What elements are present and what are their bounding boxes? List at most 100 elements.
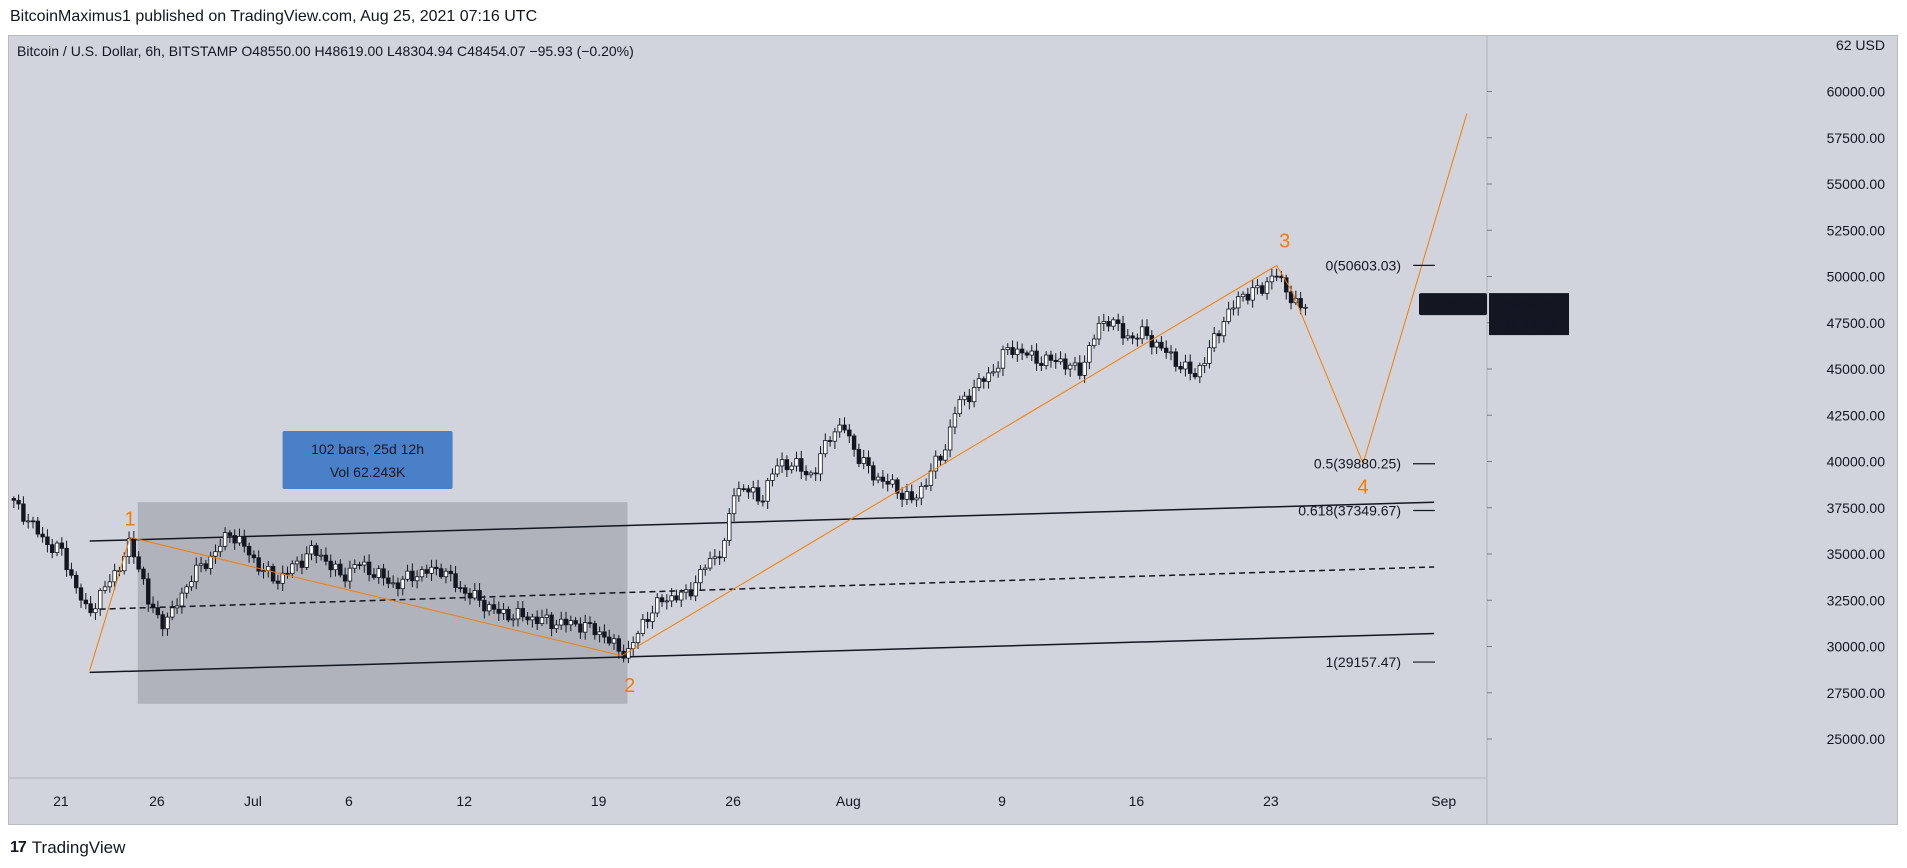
legend-part: 48550.00 bbox=[252, 43, 314, 59]
candle-body bbox=[1111, 319, 1116, 327]
candle-body bbox=[285, 572, 290, 575]
legend-part: L bbox=[387, 43, 395, 59]
price-tick-label: 40000.00 bbox=[1827, 454, 1886, 470]
time-tick-label: 23 bbox=[1263, 793, 1279, 809]
time-tick-label: 9 bbox=[998, 793, 1006, 809]
candle-body bbox=[813, 472, 818, 475]
candle-body bbox=[976, 378, 982, 388]
candle-body bbox=[496, 608, 501, 614]
candle-body bbox=[1019, 348, 1025, 354]
candle-body bbox=[847, 429, 852, 437]
candle-body bbox=[991, 371, 996, 374]
time-tick-label: Sep bbox=[1431, 793, 1456, 809]
candle-body bbox=[59, 542, 65, 549]
candle-body bbox=[376, 568, 381, 578]
candle-body bbox=[198, 563, 204, 566]
price-tick-label: 35000.00 bbox=[1827, 546, 1886, 562]
candle-body bbox=[294, 560, 300, 565]
footer-brand[interactable]: 17 TradingView bbox=[10, 838, 125, 858]
time-tick-label: 26 bbox=[725, 793, 741, 809]
candle-body bbox=[515, 608, 521, 620]
candle-body bbox=[765, 480, 770, 502]
candle-body bbox=[827, 440, 833, 442]
candle-body bbox=[1173, 351, 1179, 367]
candle-body bbox=[462, 587, 468, 594]
time-tick-label: 6 bbox=[345, 793, 353, 809]
candle-body bbox=[309, 545, 314, 555]
candle-body bbox=[160, 614, 165, 630]
candle-body bbox=[1144, 326, 1150, 336]
symbol-tag bbox=[1419, 293, 1487, 316]
time-tick-label: Jul bbox=[244, 793, 262, 809]
candle-body bbox=[784, 459, 790, 471]
candle-body bbox=[530, 616, 535, 621]
candle-body bbox=[856, 448, 862, 464]
candle-body bbox=[909, 491, 914, 501]
legend-part: Bitcoin / U.S. Dollar, 6h, BITSTAMP bbox=[17, 43, 241, 59]
candle-body bbox=[405, 570, 410, 580]
elliott-wave-line bbox=[89, 113, 1468, 671]
candle-body bbox=[1139, 326, 1145, 340]
candle-body bbox=[472, 590, 477, 599]
candle-body bbox=[179, 592, 185, 607]
candle-body bbox=[290, 563, 295, 575]
candle-body bbox=[64, 547, 69, 571]
candle-body bbox=[26, 520, 31, 523]
candle-body bbox=[539, 617, 545, 624]
candle-body bbox=[237, 536, 242, 544]
fib-label-1: 0.5(39880.25) bbox=[1314, 456, 1401, 472]
candle-body bbox=[410, 570, 415, 582]
candle-body bbox=[78, 587, 84, 601]
candle-body bbox=[414, 576, 420, 582]
candle-body bbox=[1192, 373, 1198, 378]
candle-body bbox=[323, 554, 329, 562]
candle-body bbox=[635, 633, 641, 644]
candle-body bbox=[1188, 361, 1193, 374]
candle-body bbox=[131, 538, 137, 558]
candle-body bbox=[194, 564, 199, 583]
candle-body bbox=[83, 599, 89, 605]
candle-body bbox=[1101, 321, 1106, 324]
candle-body bbox=[232, 535, 237, 544]
candle-body bbox=[386, 577, 391, 584]
wave-path: 1 2 3 4 bbox=[89, 113, 1468, 697]
candle-body bbox=[1024, 352, 1030, 356]
candle-body bbox=[467, 592, 473, 599]
ohlc-legend: Bitcoin / U.S. Dollar, 6h, BITSTAMP O485… bbox=[17, 43, 634, 59]
legend-part: −95.93 (−0.20%) bbox=[529, 43, 633, 59]
price-tick-label: 60000.00 bbox=[1827, 84, 1886, 100]
candle-body bbox=[1269, 275, 1275, 283]
fib-label-2: 0.618(37349.67) bbox=[1298, 503, 1401, 519]
candle-body bbox=[174, 605, 180, 609]
candle-body bbox=[1015, 348, 1020, 355]
candle-body bbox=[1135, 337, 1140, 340]
candle-body bbox=[616, 638, 622, 652]
candle-body bbox=[568, 620, 573, 626]
candle-body bbox=[50, 544, 55, 553]
candle-body bbox=[136, 556, 141, 570]
publisher-attribution: BitcoinMaximus1 published on TradingView… bbox=[10, 8, 538, 25]
candle-body bbox=[957, 399, 962, 415]
candle-body bbox=[1288, 291, 1294, 304]
candle-body bbox=[1207, 347, 1212, 364]
bar-countdown-text: 04:43:43 bbox=[1502, 316, 1557, 332]
candle-body bbox=[669, 595, 674, 602]
candle-body bbox=[799, 458, 804, 472]
candle-body bbox=[482, 599, 487, 612]
candle-body bbox=[1053, 359, 1058, 363]
candle-body bbox=[731, 495, 737, 515]
candle-body bbox=[429, 566, 434, 574]
candle-body bbox=[1067, 364, 1073, 370]
time-tick-label: 26 bbox=[149, 793, 165, 809]
candle-body bbox=[775, 465, 780, 475]
candle-body bbox=[693, 582, 698, 597]
candle-body bbox=[107, 581, 113, 588]
candle-body bbox=[549, 614, 554, 629]
candle-body bbox=[333, 563, 338, 571]
time-tick-label: 12 bbox=[456, 793, 472, 809]
price-tick-label: 55000.00 bbox=[1827, 176, 1886, 192]
candle-body bbox=[640, 618, 646, 634]
candle-body bbox=[477, 590, 482, 601]
